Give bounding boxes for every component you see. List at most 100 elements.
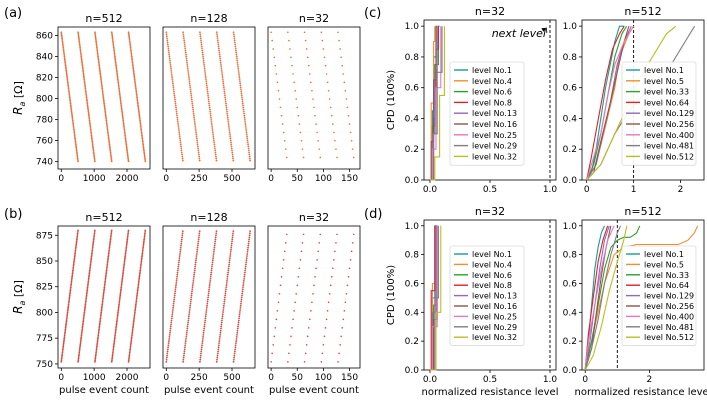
data-point <box>227 271 229 274</box>
data-point <box>141 251 144 253</box>
data-point <box>125 248 128 250</box>
data-point <box>142 142 144 145</box>
data-point <box>187 76 190 78</box>
data-point <box>349 259 352 261</box>
data-point <box>113 343 115 346</box>
data-point <box>82 316 85 318</box>
data-point <box>315 267 317 270</box>
data-point <box>190 298 192 301</box>
data-point <box>90 257 93 260</box>
data-point <box>189 86 192 89</box>
data-point <box>277 89 280 92</box>
data-point <box>184 45 186 48</box>
data-point <box>81 325 84 328</box>
plot-title: n=32 <box>299 211 329 224</box>
data-point <box>108 244 111 247</box>
data-point <box>186 323 189 326</box>
data-point <box>226 273 229 276</box>
data-point <box>224 100 227 103</box>
data-point <box>79 339 82 342</box>
data-point <box>91 244 94 247</box>
data-point <box>168 333 171 336</box>
data-point <box>190 92 192 95</box>
data-point <box>130 337 133 340</box>
data-point <box>220 323 223 326</box>
data-point <box>102 93 104 96</box>
data-point <box>119 101 122 104</box>
data-point <box>114 55 116 58</box>
data-point <box>246 141 249 144</box>
x-tick-label: 100 <box>315 373 332 383</box>
data-point <box>240 92 243 95</box>
data-point <box>200 348 203 351</box>
data-point <box>142 243 145 246</box>
data-point <box>61 354 63 357</box>
data-point <box>141 140 144 143</box>
data-point <box>66 312 69 315</box>
data-point <box>204 319 207 322</box>
data-point <box>86 105 89 108</box>
data-point <box>126 241 128 244</box>
data-point <box>193 118 196 121</box>
x-tick-label: 50 <box>292 373 304 383</box>
data-point <box>181 153 183 156</box>
data-point <box>113 342 116 345</box>
legend-entry: level No.29 <box>472 323 517 332</box>
data-point <box>296 106 299 109</box>
x-tick-label: 0 <box>163 373 169 383</box>
data-point <box>84 305 87 308</box>
data-point <box>67 87 70 90</box>
data-point <box>232 230 235 233</box>
data-point <box>350 139 353 142</box>
data-point <box>105 271 108 274</box>
data-point <box>108 248 111 250</box>
data-point <box>92 151 95 154</box>
data-point <box>80 60 83 63</box>
data-point <box>176 116 179 119</box>
data-point <box>139 119 141 122</box>
data-point <box>192 277 195 280</box>
data-point <box>309 73 311 75</box>
y-tick-label: 0.0 <box>563 176 578 186</box>
data-point <box>209 282 211 284</box>
data-point <box>103 101 105 104</box>
data-point <box>99 314 102 317</box>
data-point <box>270 31 272 34</box>
data-point <box>114 336 116 338</box>
data-point <box>272 344 275 346</box>
data-point <box>203 327 206 330</box>
data-point <box>141 249 144 252</box>
data-point <box>200 350 203 353</box>
data-point <box>131 329 134 332</box>
data-point <box>98 325 101 328</box>
data-point <box>141 254 144 257</box>
data-point <box>113 339 116 342</box>
data-point <box>177 265 180 268</box>
data-point <box>245 133 248 136</box>
data-point <box>135 89 137 91</box>
x-axis-label: normalized resistance level <box>422 387 559 398</box>
data-point <box>168 53 171 56</box>
legend-entry: level No.5 <box>644 77 684 86</box>
data-point <box>120 288 122 291</box>
data-point <box>320 361 323 363</box>
data-point <box>106 265 109 267</box>
data-point <box>222 86 225 89</box>
legend-entry: level No.400 <box>644 131 694 140</box>
data-point <box>183 39 186 42</box>
data-point <box>62 46 65 49</box>
data-point <box>69 292 71 295</box>
data-point <box>61 350 64 352</box>
data-point <box>92 237 95 240</box>
data-point <box>72 120 74 123</box>
data-point <box>199 37 202 40</box>
data-point <box>193 121 196 123</box>
data-point <box>228 131 231 133</box>
y-tick-label: 875 <box>36 231 53 241</box>
data-point <box>139 122 142 125</box>
data-point <box>311 89 313 92</box>
data-point <box>107 255 110 258</box>
data-point <box>169 327 172 330</box>
data-point <box>310 81 312 84</box>
